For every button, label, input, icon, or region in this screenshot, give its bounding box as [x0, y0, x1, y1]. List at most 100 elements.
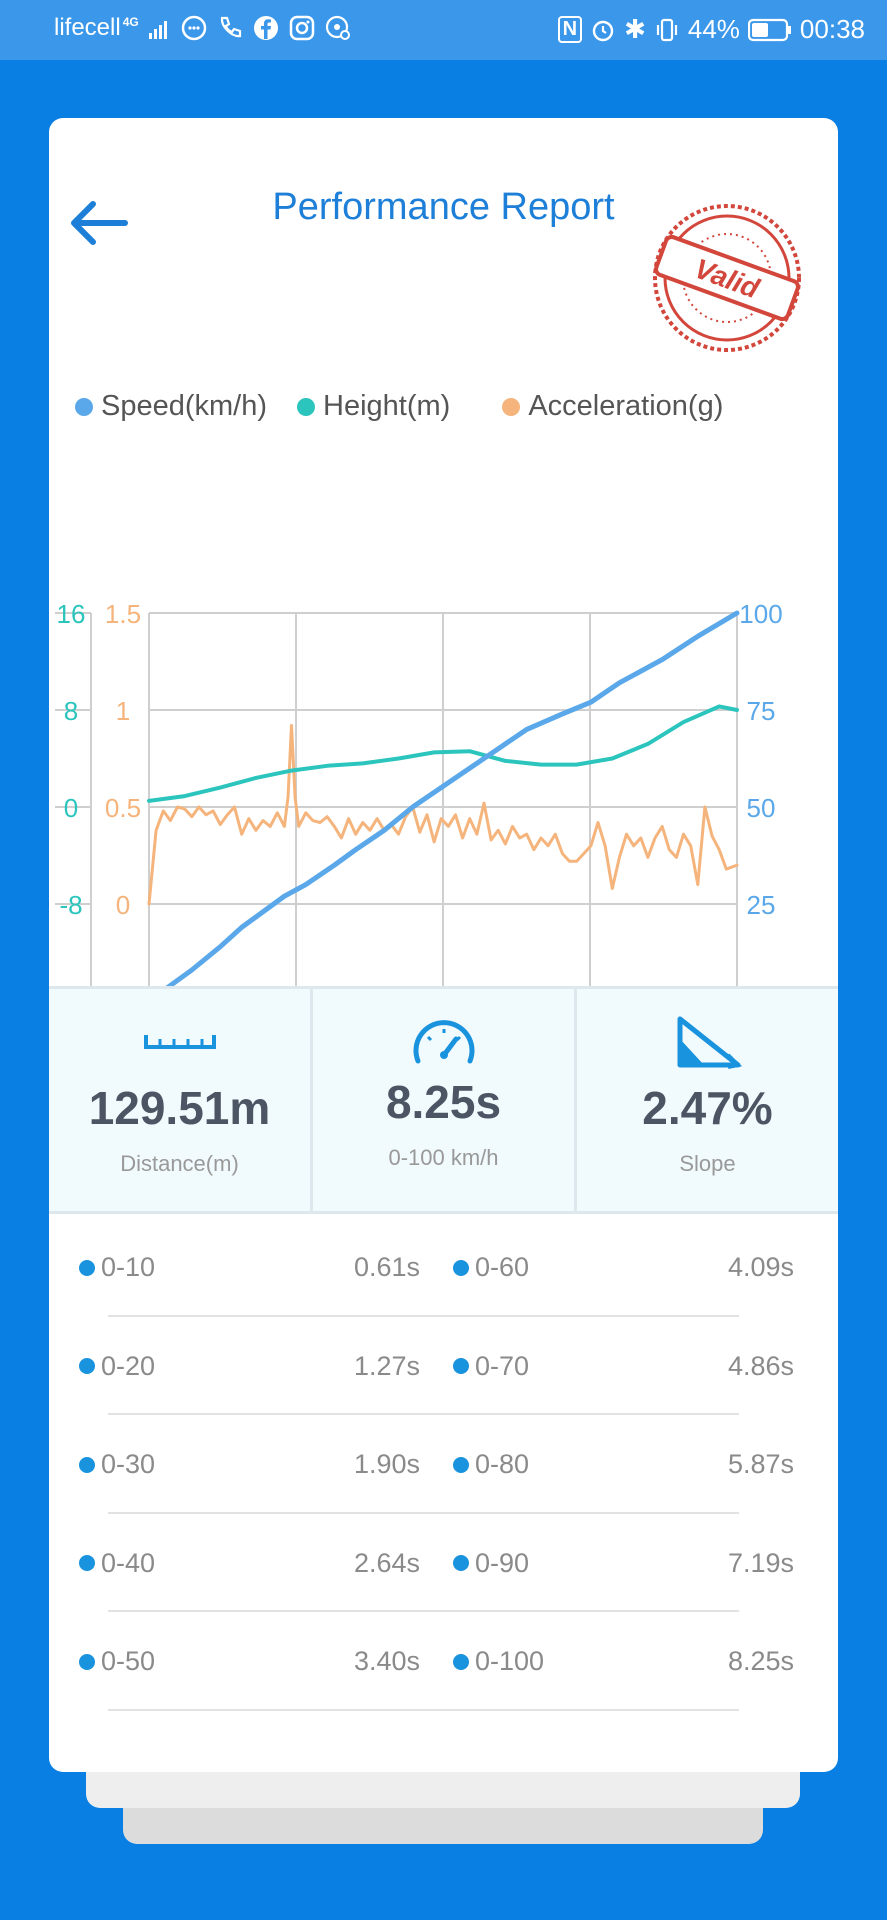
- bullet-dot: [453, 1653, 469, 1670]
- speedometer-icon: [413, 1020, 474, 1064]
- slope-icon: [677, 1016, 742, 1069]
- split-time: 7.19s: [727, 1547, 794, 1578]
- bullet-dot: [79, 1456, 95, 1473]
- split-label: 0-90: [453, 1548, 529, 1579]
- battery-icon: [747, 18, 791, 41]
- split-label: 0-60: [453, 1252, 529, 1283]
- split-range: 0-40: [101, 1547, 156, 1578]
- split-range: 0-80: [475, 1449, 530, 1479]
- stat-slope: 2.47% Slope: [577, 989, 838, 1211]
- acceleration-series-line: [147, 724, 739, 906]
- split-row: 0-40 2.64s 0-90 7.19s: [49, 1514, 838, 1612]
- split-range: 0-100: [475, 1646, 545, 1676]
- height-tick-label: 16: [57, 599, 86, 629]
- split-time: 5.87s: [727, 1449, 794, 1479]
- report-card: Performance Report Valid Speed(km/h) Hei…: [49, 118, 838, 1772]
- nfc-icon: N: [557, 16, 583, 43]
- bullet-dot: [79, 1358, 95, 1374]
- speed-tick-label: 50: [747, 793, 776, 823]
- stat-distance: 129.51m Distance(m): [49, 989, 313, 1211]
- bullet-dot: [79, 1653, 95, 1670]
- split-range: 0-60: [475, 1252, 530, 1282]
- speed-tick-label: 100: [739, 599, 782, 629]
- split-label: 0-30: [79, 1449, 155, 1480]
- bullet-dot: [453, 1259, 469, 1276]
- legend-label-speed: Speed(km/h): [101, 390, 268, 422]
- hotspot-icon: [325, 15, 350, 40]
- splits-table: 0-10 0.61s 0-60 4.09s 0-20 1.27s 0-70 4.86s 0-30…: [49, 1218, 838, 1711]
- split-time: 3.40s: [353, 1646, 420, 1676]
- stat-acceleration-time: 8.25s 0-100 km/h: [313, 989, 577, 1211]
- split-label: 0-70: [453, 1351, 529, 1382]
- time-label: 0-100 km/h: [388, 1145, 499, 1170]
- split-label: 0-10: [79, 1252, 155, 1283]
- legend-dot-height: [297, 397, 316, 416]
- speed-series-line: [146, 610, 740, 1004]
- split-range: 0-50: [101, 1646, 156, 1676]
- legend-dot-acceleration: [502, 397, 521, 416]
- bullet-dot: [453, 1555, 469, 1571]
- bullet-dot: [79, 1259, 95, 1276]
- speed-tick-label: 75: [747, 696, 776, 726]
- height-tick-label: 8: [64, 696, 78, 726]
- slope-value: 2.47%: [642, 1082, 773, 1134]
- split-range: 0-70: [475, 1350, 530, 1381]
- bullet-dot: [79, 1555, 95, 1571]
- legend-label-height: Height(m): [323, 390, 451, 422]
- battery-percent: 44%: [687, 14, 740, 44]
- split-time: 4.86s: [727, 1350, 794, 1381]
- page-title: Performance Report: [272, 186, 615, 228]
- split-label: 0-100: [453, 1646, 544, 1677]
- acceleration-tick-label: 1.5: [105, 599, 141, 629]
- signal-icon: [148, 21, 167, 39]
- back-button[interactable]: [65, 188, 135, 258]
- split-time: 8.25s: [727, 1646, 794, 1676]
- stats-panel: 129.51m Distance(m) 8.25s 0-100 km/h 2.4…: [49, 986, 838, 1214]
- ruler-icon: [143, 1035, 216, 1049]
- split-range: 0-30: [101, 1449, 156, 1479]
- height-tick-label: 0: [64, 793, 78, 823]
- split-range: 0-90: [475, 1547, 530, 1578]
- legend-height: Height(m): [297, 390, 450, 423]
- message-icon: [181, 15, 206, 41]
- split-row: 0-30 1.90s 0-80 5.87s: [49, 1415, 838, 1514]
- bullet-dot: [453, 1358, 469, 1374]
- bullet-dot: [453, 1456, 469, 1473]
- split-time: 4.09s: [727, 1252, 794, 1282]
- split-row: 0-10 0.61s 0-60 4.09s: [49, 1218, 838, 1317]
- legend-dot-speed: [75, 397, 93, 416]
- network-label: 4G: [122, 15, 139, 29]
- split-time: 0.61s: [353, 1252, 420, 1282]
- valid-stamp: Valid: [653, 204, 801, 352]
- split-range: 0-20: [101, 1350, 156, 1381]
- facebook-icon: [253, 16, 278, 40]
- row-divider: [108, 1314, 739, 1317]
- row-divider: [108, 1413, 739, 1415]
- split-row: 0-50 3.40s 0-100 8.25s: [49, 1612, 838, 1711]
- time-value: 8.25s: [385, 1076, 502, 1128]
- chart-legend: Speed(km/h) Height(m) Acceleration(g): [75, 390, 723, 423]
- split-label: 0-80: [453, 1449, 529, 1480]
- slope-label: Slope: [679, 1151, 736, 1176]
- split-time: 1.27s: [353, 1350, 420, 1381]
- height-tick-label: -8: [59, 890, 82, 920]
- bluetooth-icon: ✱: [624, 14, 646, 44]
- split-time: 1.90s: [353, 1449, 420, 1479]
- row-divider: [108, 1708, 739, 1711]
- row-divider: [108, 1610, 739, 1612]
- acceleration-tick-label: 0.5: [105, 793, 141, 823]
- distance-value: 129.51m: [88, 1082, 271, 1134]
- alarm-icon: [592, 20, 614, 41]
- split-label: 0-50: [79, 1646, 155, 1677]
- split-label: 0-40: [79, 1548, 155, 1579]
- acceleration-tick-label: 0: [116, 890, 130, 920]
- instagram-icon: [289, 15, 314, 41]
- clock: 00:38: [799, 14, 865, 44]
- carrier-label: lifecell: [54, 14, 121, 41]
- split-row: 0-20 1.27s 0-70 4.86s: [49, 1317, 838, 1415]
- split-range: 0-10: [101, 1252, 156, 1282]
- legend-label-acceleration: Acceleration(g): [528, 390, 724, 422]
- height-series-line: [147, 704, 739, 803]
- arrow-left-icon: [71, 201, 128, 245]
